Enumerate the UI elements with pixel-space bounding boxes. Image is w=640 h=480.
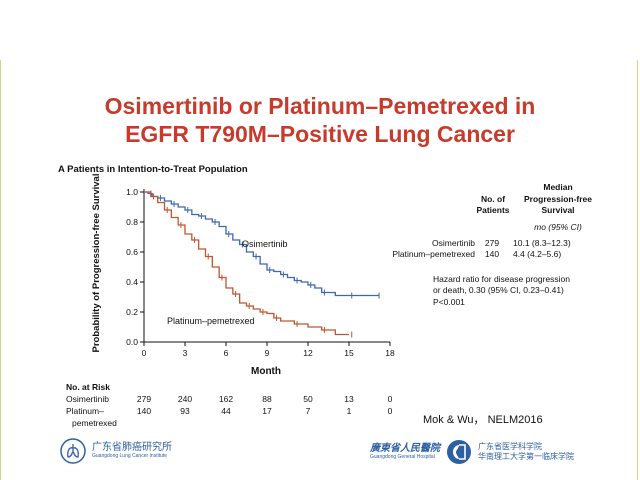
- x-tick-label: 12: [303, 348, 313, 358]
- at-risk-value: 1: [347, 406, 352, 416]
- row2-median: 4.4 (4.2–5.6): [513, 249, 561, 259]
- y-tick-label: 0.8: [126, 217, 138, 227]
- logo-left: 广东省肺癌研究所 Guangdong Lung Cancer Institute: [60, 437, 172, 465]
- km-curve-platinum: [144, 191, 349, 336]
- header-median-3: Survival: [541, 205, 574, 215]
- at-risk-title: No. at Risk: [66, 382, 110, 392]
- at-risk-table: No. at Risk Osimertinib Platinum– pemetr…: [66, 382, 393, 428]
- citation: Mok & Wu， NELM2016: [423, 414, 543, 426]
- slide-title: Osimertinib or Platinum–Pemetrexed in EG…: [0, 92, 640, 148]
- at-risk-value: 240: [178, 394, 192, 404]
- y-tick-label: 0.2: [126, 307, 138, 317]
- p-value: P<0.001: [433, 297, 465, 307]
- at-risk-value: 162: [219, 394, 233, 404]
- slide-title-line1: Osimertinib or Platinum–Pemetrexed in: [104, 93, 536, 119]
- at-risk-value: 279: [137, 394, 151, 404]
- km-curves: [144, 190, 380, 338]
- slide-title-line2: EGFR T790M–Positive Lung Cancer: [125, 121, 515, 147]
- row2-patients: 140: [485, 249, 499, 259]
- header-median-1: Median: [543, 182, 572, 192]
- y-tick-label: 0.6: [126, 247, 138, 257]
- at-risk-values: 279 240 162 88 50 13 0 140 93 44 17 7 1 0: [137, 394, 393, 416]
- at-risk-value: 88: [262, 394, 272, 404]
- at-risk-row1-label: Osimertinib: [66, 394, 109, 404]
- logo-left-sub: Guangdong Lung Cancer Institute: [92, 453, 168, 459]
- at-risk-value: 44: [221, 406, 231, 416]
- at-risk-value: 93: [180, 406, 190, 416]
- logo-left-name: 广东省肺癌研究所: [92, 442, 172, 453]
- header-units: mo (95% CI): [534, 222, 582, 232]
- logo-right-name2: 广东省医学科学院: [478, 442, 542, 451]
- header-patients-1: No. of: [481, 194, 505, 204]
- at-risk-row2-label: Platinum–: [66, 406, 104, 416]
- at-risk-row2-label2: pemetrexed: [72, 418, 117, 428]
- panel-label: A Patients in Intention-to-Treat Populat…: [58, 164, 248, 175]
- logo-right-name3: 华南理工大学第一临床学院: [478, 452, 574, 461]
- chart-axes: 0.0 0.2 0.4 0.6 0.8 1.0 0 3 6 9 12 15 18: [126, 187, 395, 358]
- row1-patients: 279: [485, 238, 499, 248]
- header-patients-2: Patients: [476, 205, 509, 215]
- header-median-2: Progression-free: [524, 194, 592, 204]
- x-tick-label: 9: [265, 348, 270, 358]
- median-table: No. of Patients Median Progression-free …: [392, 182, 592, 307]
- curve-label-osimertinib: Osimertinib: [242, 239, 288, 249]
- logo-right-sub: Guangdong General Hospital: [370, 454, 435, 460]
- at-risk-value: 7: [306, 406, 311, 416]
- row2-name: Platinum–pemetrexed: [392, 249, 475, 259]
- curve-label-platinum: Platinum–pemetrexed: [167, 316, 255, 326]
- at-risk-value: 13: [344, 394, 354, 404]
- at-risk-value: 0: [388, 406, 393, 416]
- hospital-emblem-icon: [447, 440, 471, 464]
- x-tick-label: 0: [142, 348, 147, 358]
- x-tick-label: 18: [385, 348, 395, 358]
- at-risk-value: 17: [262, 406, 272, 416]
- hazard-line2: or death, 0.30 (95% CI, 0.23–0.41): [433, 285, 564, 295]
- x-tick-label: 6: [224, 348, 229, 358]
- row1-name: Osimertinib: [432, 238, 475, 248]
- lung-institute-logo-icon: [60, 438, 86, 464]
- y-tick-label: 0.0: [126, 337, 138, 347]
- at-risk-value: 0: [388, 394, 393, 404]
- x-tick-label: 3: [183, 348, 188, 358]
- hazard-line1: Hazard ratio for disease progression: [433, 274, 570, 284]
- y-tick-label: 1.0: [126, 187, 138, 197]
- y-tick-label: 0.4: [126, 277, 138, 287]
- y-axis-label: Probability of Progression-free Survival: [91, 174, 102, 353]
- x-axis-label: Month: [251, 366, 281, 377]
- logo-right-name: 廣東省人民醫院: [370, 443, 440, 454]
- at-risk-value: 140: [137, 406, 151, 416]
- frame-right-line: [637, 60, 638, 480]
- row1-median: 10.1 (8.3–12.3): [513, 238, 571, 248]
- frame-left-line: [0, 60, 1, 480]
- logo-right: 廣東省人民醫院 Guangdong General Hospital 广东省医学…: [370, 437, 574, 467]
- km-curve-osimertinib: [144, 191, 380, 297]
- x-tick-label: 15: [344, 348, 354, 358]
- at-risk-value: 50: [303, 394, 313, 404]
